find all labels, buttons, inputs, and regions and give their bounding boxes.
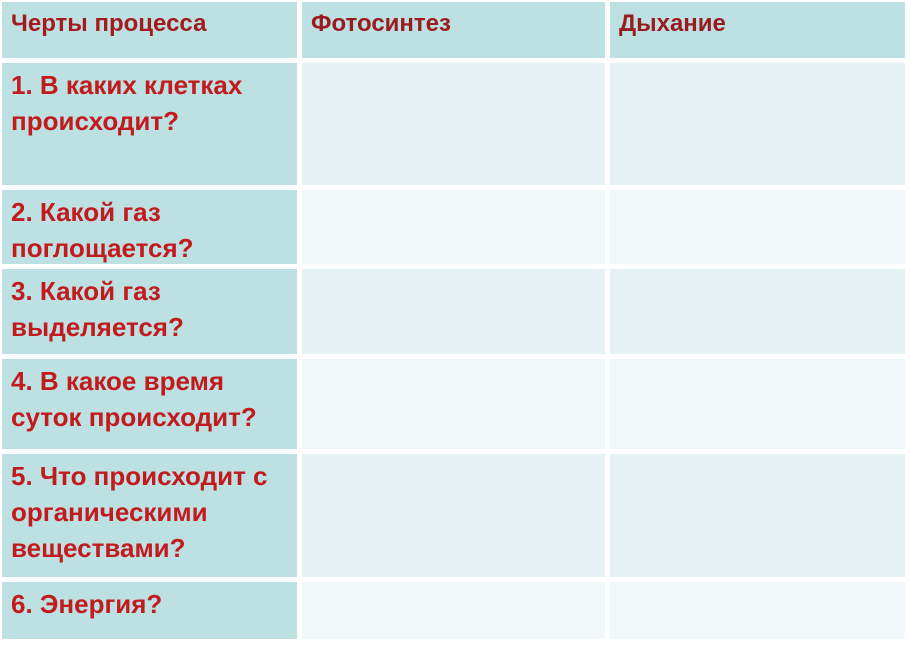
photosynthesis-cell-2 [302,190,605,264]
feature-cell-1: 1. В каких клетках происходит? [2,63,297,185]
respiration-cell-4 [610,359,905,449]
feature-cell-2: 2. Какой газ поглощается? [2,190,297,264]
respiration-cell-2 [610,190,905,264]
photosynthesis-cell-6 [302,582,605,639]
feature-cell-5: 5. Что происходит с органическими вещест… [2,454,297,577]
respiration-cell-3 [610,269,905,354]
header-cell-respiration: Дыхание [610,2,905,58]
feature-cell-3: 3. Какой газ выделяется? [2,269,297,354]
photosynthesis-cell-5 [302,454,605,577]
photosynthesis-cell-3 [302,269,605,354]
header-cell-photosynthesis: Фотосинтез [302,2,605,58]
respiration-cell-5 [610,454,905,577]
photosynthesis-cell-1 [302,63,605,185]
respiration-cell-6 [610,582,905,639]
photosynthesis-cell-4 [302,359,605,449]
respiration-cell-1 [610,63,905,185]
header-cell-features: Черты процесса [2,2,297,58]
feature-cell-6: 6. Энергия? [2,582,297,639]
feature-cell-4: 4. В какое время суток происходит? [2,359,297,449]
